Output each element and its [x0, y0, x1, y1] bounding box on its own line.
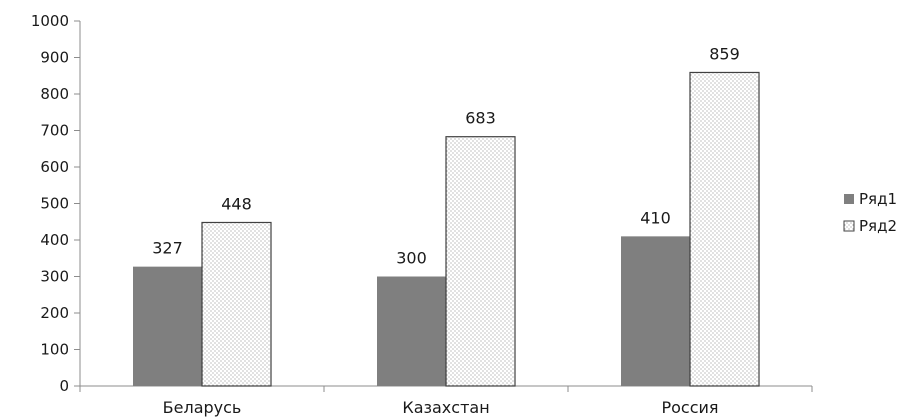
data-label: 300	[396, 249, 427, 268]
y-tick-label: 0	[59, 377, 69, 395]
y-axis: 0 100 200 300 400 500 600 700 800 900 1000	[31, 12, 81, 395]
data-label: 448	[221, 194, 252, 213]
legend-label: Ряд1	[859, 190, 897, 208]
data-label: 410	[640, 208, 671, 227]
data-label: 859	[709, 44, 740, 63]
bar-Ряд2-Россия	[689, 71, 760, 387]
y-tick-label: 700	[40, 122, 69, 140]
y-tick-label: 900	[40, 49, 69, 67]
bar-Ряд1-Казахстан	[377, 276, 446, 386]
legend-label: Ряд2	[859, 217, 897, 235]
y-tick-label: 600	[40, 158, 69, 176]
data-label: 327	[152, 239, 183, 258]
x-category-label: Россия	[661, 398, 718, 417]
y-tick-label: 800	[40, 85, 69, 103]
y-tick-label: 100	[40, 341, 69, 359]
bar-Ряд1-Беларусь	[133, 266, 202, 386]
data-labels: 327 448 300 683 410 859	[152, 44, 740, 267]
legend-swatch	[844, 194, 854, 204]
bars	[133, 71, 760, 387]
y-tick-label: 500	[40, 195, 69, 213]
bar-Ряд2-Беларусь	[201, 221, 272, 387]
y-tick-label: 200	[40, 304, 69, 322]
data-label: 683	[465, 109, 496, 128]
bar-Ряд2-Казахстан	[445, 136, 516, 387]
bar-Ряд1-Россия	[621, 236, 690, 386]
x-axis: Беларусь Казахстан Россия	[79, 385, 813, 417]
legend: Ряд1 Ряд2	[843, 190, 897, 235]
legend-swatch	[843, 220, 855, 232]
x-category-label: Казахстан	[402, 398, 489, 417]
y-tick-label: 400	[40, 231, 69, 249]
y-tick-label: 300	[40, 268, 69, 286]
x-category-label: Беларусь	[163, 398, 242, 417]
y-tick-label: 1000	[31, 12, 69, 30]
